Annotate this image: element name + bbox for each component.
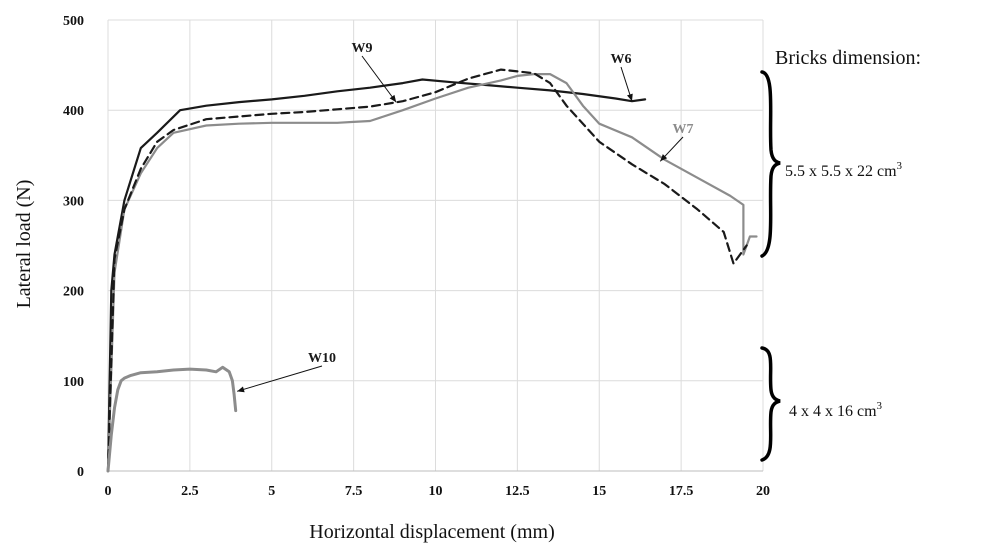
- y-tick-label: 200: [63, 285, 84, 300]
- brace-large: [760, 70, 781, 258]
- grid: [107, 19, 764, 472]
- y-tick-label: 0: [77, 465, 84, 480]
- dimension-small-value: 4 x 4 x 16 cm: [789, 403, 877, 420]
- dimension-small-exponent: 3: [877, 400, 883, 412]
- series-label-leader-w9: [361, 55, 397, 103]
- series-line-w7: [106, 73, 758, 473]
- y-tick-label: 300: [63, 194, 84, 209]
- x-tick-label: 20: [756, 484, 770, 499]
- series-label-w9: W9: [352, 41, 397, 103]
- y-tick-label: 500: [63, 14, 84, 29]
- series-label-text-w7: W7: [673, 122, 694, 137]
- x-tick-label: 2.5: [181, 484, 199, 499]
- series-label-arrowhead-w6: [626, 93, 633, 102]
- series-label-w6: W6: [611, 52, 633, 102]
- bricks-dimension-heading: Bricks dimension:: [775, 47, 921, 69]
- series-line-w10: [106, 365, 238, 473]
- dimension-large-value: 5.5 x 5.5 x 22 cm: [785, 163, 897, 180]
- series-line-w6: [106, 78, 647, 473]
- x-tick-label: 10: [429, 484, 443, 499]
- dimension-label-large: 5.5 x 5.5 x 22 cm3: [785, 160, 903, 180]
- x-tick-label: 12.5: [505, 484, 530, 499]
- x-tick-label: 15: [592, 484, 606, 499]
- x-tick-label: 0: [105, 484, 112, 499]
- series-label-leader-w10: [236, 365, 323, 392]
- series-label-text-w6: W6: [611, 52, 632, 67]
- y-tick-label: 100: [63, 375, 84, 390]
- series-label-arrowhead-w9: [389, 94, 397, 103]
- series-group: [106, 68, 758, 473]
- x-tick-label: 17.5: [669, 484, 694, 499]
- labels-group: W9 W6 W7 W10: [236, 41, 694, 393]
- series-label-arrowhead-w7: [660, 154, 668, 162]
- series-line-w9: [106, 68, 748, 473]
- x-tick-label: 7.5: [345, 484, 363, 499]
- x-axis-title: Horizontal displacement (mm): [309, 521, 554, 543]
- y-axis-title: Lateral load (N): [13, 180, 35, 309]
- dimension-large-exponent: 3: [897, 160, 903, 172]
- y-tick-label: 400: [63, 104, 84, 119]
- series-label-w7: W7: [659, 122, 694, 162]
- series-label-w10: W10: [236, 351, 336, 393]
- series-label-arrowhead-w10: [237, 386, 245, 393]
- series-label-text-w10: W10: [308, 351, 336, 366]
- x-tick-label: 5: [268, 484, 275, 499]
- series-label-text-w9: W9: [352, 41, 373, 56]
- brace-small: [760, 346, 781, 462]
- dimension-label-small: 4 x 4 x 16 cm3: [789, 400, 883, 420]
